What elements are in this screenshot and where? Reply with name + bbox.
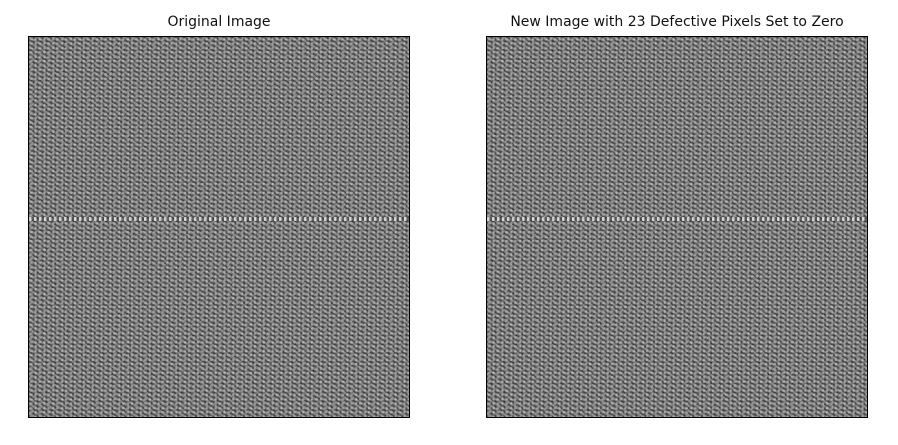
new-image-title: New Image with 23 Defective Pixels Set t… — [510, 14, 844, 30]
texture-noise — [487, 37, 867, 417]
fabric-texture — [487, 37, 867, 417]
original-image-title: Original Image — [167, 14, 271, 30]
horizontal-seam — [487, 217, 867, 221]
horizontal-seam — [29, 217, 409, 221]
fabric-texture — [29, 37, 409, 417]
original-image — [28, 36, 410, 418]
texture-noise — [29, 37, 409, 417]
new-image — [486, 36, 868, 418]
